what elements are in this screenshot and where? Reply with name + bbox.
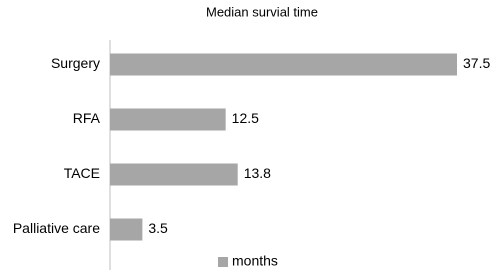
value-label: 37.5 xyxy=(463,55,490,71)
category-label: Palliative care xyxy=(13,220,100,236)
bar xyxy=(110,108,226,131)
chart-title: Median survial time xyxy=(206,4,318,19)
bar xyxy=(110,218,143,241)
legend-swatch xyxy=(218,257,228,267)
legend-label: months xyxy=(232,253,278,269)
bar xyxy=(110,53,457,76)
category-label: TACE xyxy=(64,165,100,181)
value-label: 3.5 xyxy=(148,220,168,236)
bar xyxy=(110,163,238,186)
category-label: Surgery xyxy=(51,55,100,71)
value-label: 12.5 xyxy=(232,110,259,126)
category-label: RFA xyxy=(73,110,101,126)
value-label: 13.8 xyxy=(244,165,271,181)
